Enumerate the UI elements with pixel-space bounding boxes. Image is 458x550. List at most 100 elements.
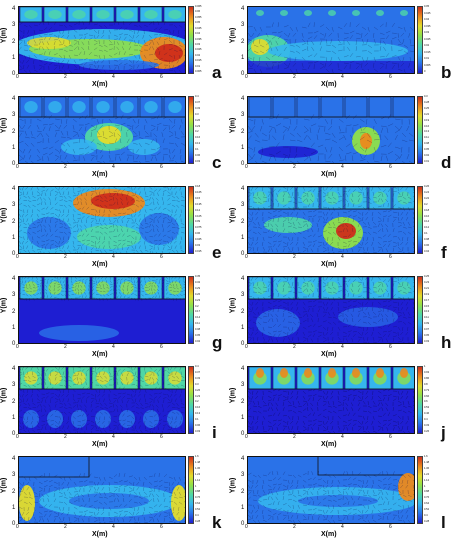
colorbar-tick-label: 0.03 [424, 340, 430, 343]
x-tick-label: 6 [160, 254, 163, 260]
colorbar-tick-label: 0.045 [424, 11, 431, 15]
x-tick-label: 2 [64, 74, 67, 80]
x-tick-label: 0 [245, 434, 248, 440]
panel-letter: a [212, 63, 222, 82]
panel-i: Y(m) 0 1 2 3 4 0 2 4 6 X(m) 0.4 0.37 0.33 0.3 0.26 0.23 0… [0, 362, 229, 452]
x-tick-label: 2 [64, 164, 67, 170]
colorbar-tick-label: 0.32 [195, 280, 201, 284]
colorbar-tick-label: 0.18 [424, 208, 430, 212]
panel-letter: e [212, 243, 222, 262]
y-tick-label: 2 [12, 218, 16, 225]
x-tick-label: 0 [245, 254, 248, 260]
y-tick-label: 4 [12, 6, 16, 13]
y-tick-label: 3 [12, 112, 16, 119]
x-tick-label: 6 [160, 74, 163, 80]
x-tick-label: 0 [16, 74, 19, 80]
colorbar-tick-label: 0.25 [424, 275, 430, 278]
y-tick-label: 2 [12, 398, 16, 405]
panel-l: Y(m) 0 1 2 3 4 0 2 4 6 X(m) 1.6 1.48 1.36 1.24 1.12 1 0.8… [229, 452, 458, 542]
x-tick-label: 4 [112, 74, 115, 80]
x-tick-label: 6 [160, 524, 163, 530]
x-tick-label: 4 [341, 74, 344, 80]
colorbar-tick-label: 0.04 [424, 18, 430, 21]
colorbar-tick-label: 0.25 [424, 106, 430, 110]
x-tick-label: 4 [112, 344, 115, 350]
colorbar-tick-label: 0.17 [424, 298, 430, 302]
y-tick-label: 0 [12, 521, 16, 527]
y-tick-label: 4 [241, 366, 245, 373]
colorbar-tick-label: 0.2 [195, 400, 199, 404]
colorbar-tick-label: 1.36 [195, 466, 201, 470]
x-axis-label: X(m) [92, 531, 108, 538]
y-axis-label: Y(m) [229, 27, 237, 44]
y-tick-label: 3 [12, 472, 16, 479]
colorbar-tick-label: 1.36 [424, 466, 430, 470]
y-tick-label: 2 [241, 488, 245, 495]
velocity-contour-field [248, 367, 414, 433]
velocity-contour-field [19, 7, 185, 73]
colorbar-tick-label: 1.24 [195, 472, 201, 476]
y-tick-label: 2 [241, 128, 245, 135]
y-tick-label: 0 [241, 521, 245, 527]
y-axis-label: Y(m) [0, 27, 8, 44]
colorbar-tick-label: 0.76 [424, 496, 430, 500]
velocity-contour-field [248, 7, 414, 73]
colorbar-tick-label: 0.3 [424, 95, 428, 98]
colorbar-tick-label: 1.6 [424, 455, 428, 458]
colorbar [188, 186, 194, 254]
y-tick-label: 4 [241, 96, 245, 103]
colorbar-tick-label: 0.1 [195, 418, 199, 422]
y-tick-label: 4 [12, 366, 16, 373]
colorbar-tick-label: 0.35 [195, 275, 201, 278]
colorbar-tick-label: 0.13 [195, 142, 201, 146]
panel-letter: i [212, 423, 217, 442]
colorbar-tick-label: 0.015 [424, 50, 431, 54]
colorbar-tick-label: 0.26 [195, 292, 201, 296]
y-axis-label: Y(m) [0, 477, 8, 494]
x-tick-label: 0 [245, 74, 248, 80]
velocity-contour-field [248, 187, 414, 253]
x-axis-label: X(m) [321, 351, 337, 358]
panel-letter: f [441, 243, 447, 262]
y-axis-label: Y(m) [229, 477, 237, 494]
colorbar-tick-label: 0.01 [424, 57, 430, 60]
colorbar [188, 6, 194, 74]
colorbar-tick-label: 0.11 [424, 136, 429, 140]
colorbar-tick-label: 0.4 [424, 514, 428, 518]
colorbar-tick-label: 0.12 [424, 226, 430, 230]
x-tick-label: 0 [16, 524, 19, 530]
colorbar-tick-label: 0.08 [424, 238, 430, 242]
y-axis-label: Y(m) [0, 297, 8, 314]
y-tick-label: 2 [241, 38, 245, 45]
colorbar-tick-label: 0.16 [195, 406, 201, 410]
colorbar-tick-label: 0.03 [195, 160, 201, 163]
x-axis-label: X(m) [321, 171, 337, 178]
x-tick-label: 6 [389, 254, 392, 260]
contour-plot [18, 186, 186, 254]
colorbar [417, 96, 423, 164]
colorbar-tick-label: 0.135 [195, 202, 202, 206]
colorbar-tick-label: 0.64 [195, 502, 201, 506]
colorbar-tick-label: 0.23 [195, 124, 201, 128]
x-tick-label: 0 [16, 344, 19, 350]
x-tick-label: 4 [341, 164, 344, 170]
colorbar-tick-label: 0.06 [195, 232, 201, 236]
colorbar-tick-label: 0.16 [424, 214, 430, 218]
colorbar-tick-label: 0.05 [424, 334, 430, 338]
colorbar-tick-label: 0.19 [424, 292, 430, 296]
colorbar-tick-label: 0.065 [195, 5, 202, 8]
x-tick-label: 4 [341, 344, 344, 350]
colorbar-tick-label: 0.005 [424, 63, 431, 67]
velocity-contour-field [19, 97, 185, 163]
y-tick-label: 4 [241, 456, 245, 463]
colorbar-tick-label: 0.93 [424, 370, 430, 374]
y-tick-label: 2 [241, 398, 245, 405]
y-tick-label: 3 [12, 382, 16, 389]
colorbar-tick-label: 0.33 [424, 424, 430, 428]
panel-letter: j [441, 423, 446, 442]
colorbar-tick-label: 0.08 [195, 328, 201, 332]
panel-letter: l [441, 513, 446, 532]
colorbar-tick-label: 0.12 [195, 208, 201, 212]
colorbar-tick-label: 0.13 [195, 412, 201, 416]
contour-plot [18, 456, 186, 524]
